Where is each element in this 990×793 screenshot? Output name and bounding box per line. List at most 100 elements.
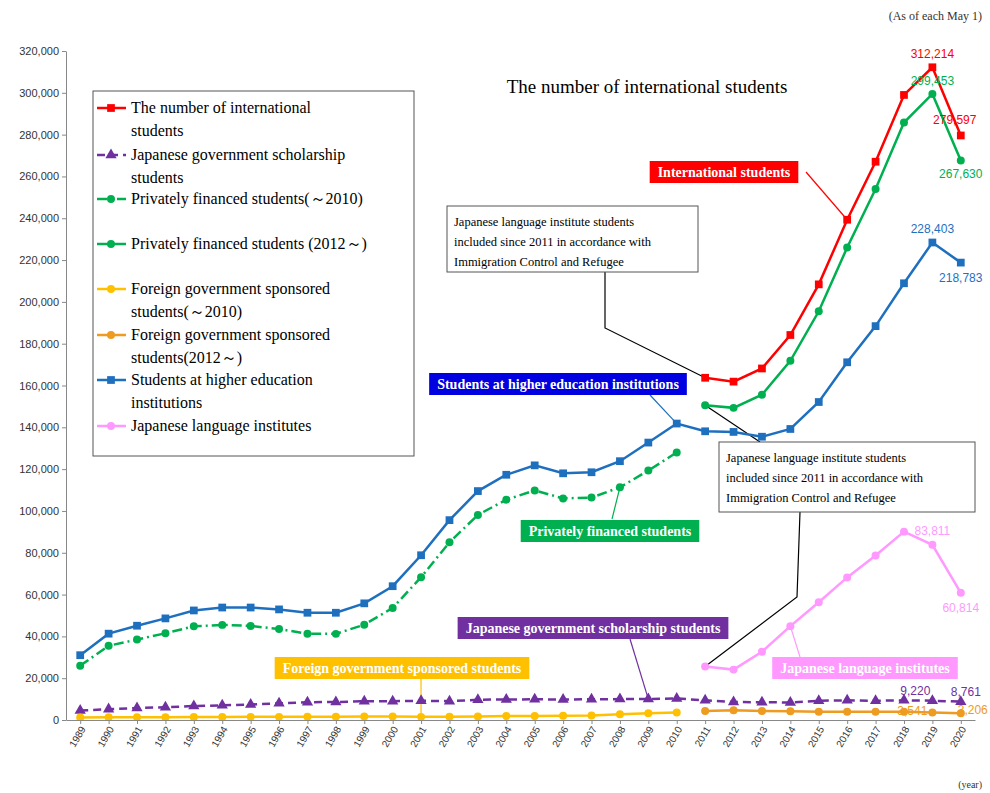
x-tick-mark — [222, 720, 223, 724]
series-marker — [247, 622, 255, 630]
annotation-label-box — [772, 657, 958, 679]
x-tick-label: 2002 — [436, 724, 457, 749]
x-tick: 1993 — [181, 720, 202, 749]
x-tick-label: 2012 — [720, 724, 741, 749]
series-marker — [133, 713, 141, 720]
series-marker — [131, 702, 142, 712]
x-tick-mark — [620, 720, 621, 724]
series-marker — [673, 448, 681, 456]
x-tick: 2000 — [380, 720, 401, 749]
data-label: 83,811 — [914, 524, 950, 538]
x-tick-mark — [876, 720, 877, 724]
legend-label-line: Foreign government sponsored — [131, 326, 330, 344]
series-marker — [701, 401, 709, 409]
x-tick-label: 1995 — [238, 724, 259, 749]
series-marker — [785, 696, 796, 706]
data-label: 3,206 — [958, 703, 988, 717]
x-tick: 2013 — [749, 720, 770, 749]
y-tick-label: 320,000 — [19, 45, 59, 57]
legend-entry: Privately financed students (2012～) — [97, 235, 367, 253]
series-marker — [273, 697, 284, 707]
annotation-leader — [790, 626, 800, 657]
legend-label-line: students — [131, 169, 183, 186]
y-tick-mark — [62, 260, 66, 261]
series-marker — [162, 615, 170, 623]
series-marker — [105, 630, 113, 638]
series-marker — [815, 307, 823, 315]
legend-swatch-marker — [105, 148, 116, 158]
series-marker — [275, 713, 283, 720]
x-tick: 1996 — [266, 720, 287, 749]
series-marker — [786, 425, 794, 433]
x-tick-mark — [506, 720, 507, 724]
series-marker — [245, 698, 256, 708]
annotation-label-box — [275, 657, 530, 679]
y-tick-label: 160,000 — [19, 380, 59, 392]
series-marker — [529, 693, 540, 703]
x-tick: 1998 — [323, 720, 344, 749]
y-tick-label: 220,000 — [19, 254, 59, 266]
series-marker — [815, 398, 823, 406]
series-marker — [957, 156, 965, 164]
legend-label: Japanese language institutes — [131, 417, 311, 435]
legend-entry: Privately financed students(～2010) — [97, 190, 363, 208]
y-tick: 40,000 — [25, 630, 66, 642]
series-marker — [614, 693, 625, 703]
x-axis: 1989199019911992199319941995199619971998… — [67, 720, 976, 749]
series-marker — [330, 696, 341, 706]
series-marker — [957, 259, 965, 267]
annotation-label-box — [650, 161, 799, 183]
legend-swatch-marker — [107, 422, 115, 430]
series-marker — [417, 551, 425, 559]
series-marker — [872, 185, 880, 193]
series-marker — [730, 428, 738, 436]
annotation-text: Japanese language institute students — [726, 451, 906, 465]
y-tick-label: 260,000 — [19, 170, 59, 182]
annotation-text: Immigration Control and Refugee — [726, 491, 896, 505]
x-tick-label: 2020 — [948, 724, 969, 749]
series-marker — [842, 694, 853, 704]
series-marker — [758, 648, 766, 656]
series-marker — [105, 642, 113, 650]
annotation-label-box — [429, 373, 687, 395]
series-marker — [643, 693, 654, 703]
y-tick-label: 40,000 — [25, 630, 59, 642]
series-marker — [76, 651, 84, 659]
series-marker — [332, 609, 340, 617]
x-tick: 2002 — [436, 720, 457, 749]
legend-swatch-marker — [107, 195, 115, 203]
y-tick-label: 200,000 — [19, 296, 59, 308]
y-tick-label: 0 — [53, 714, 59, 726]
x-tick-mark — [194, 720, 195, 724]
x-tick-mark — [563, 720, 564, 724]
series-marker — [160, 701, 171, 711]
series-marker — [415, 694, 426, 704]
series-marker — [673, 708, 681, 716]
annotation-label-box — [458, 617, 729, 639]
y-tick-mark — [62, 176, 66, 177]
y-tick-mark — [62, 678, 66, 679]
x-tick: 2007 — [578, 720, 599, 749]
annotation-text: Japanese language institute students — [454, 215, 634, 229]
data-label: 299,453 — [911, 74, 955, 88]
x-tick: 2015 — [806, 720, 827, 749]
y-tick-mark — [62, 720, 66, 721]
x-tick-label: 2015 — [806, 724, 827, 749]
annotation-label: Japanese government scholarship students — [466, 621, 721, 636]
series-marker — [302, 696, 313, 706]
series-marker — [815, 280, 823, 288]
annotation-leader — [650, 395, 677, 424]
x-tick: 1992 — [152, 720, 173, 749]
series-marker — [247, 713, 255, 720]
legend-label-line: students — [131, 122, 183, 139]
x-tick-label: 1998 — [323, 724, 344, 749]
y-tick: 200,000 — [19, 296, 66, 308]
x-tick: 1989 — [67, 720, 88, 749]
series-marker — [559, 469, 567, 477]
legend-label: Japanese government scholarshipstudents — [131, 146, 345, 186]
series-marker — [644, 709, 652, 717]
x-tick-label: 1997 — [294, 724, 315, 749]
series-marker — [218, 713, 226, 720]
series-line — [80, 712, 677, 717]
series-marker — [360, 712, 368, 720]
